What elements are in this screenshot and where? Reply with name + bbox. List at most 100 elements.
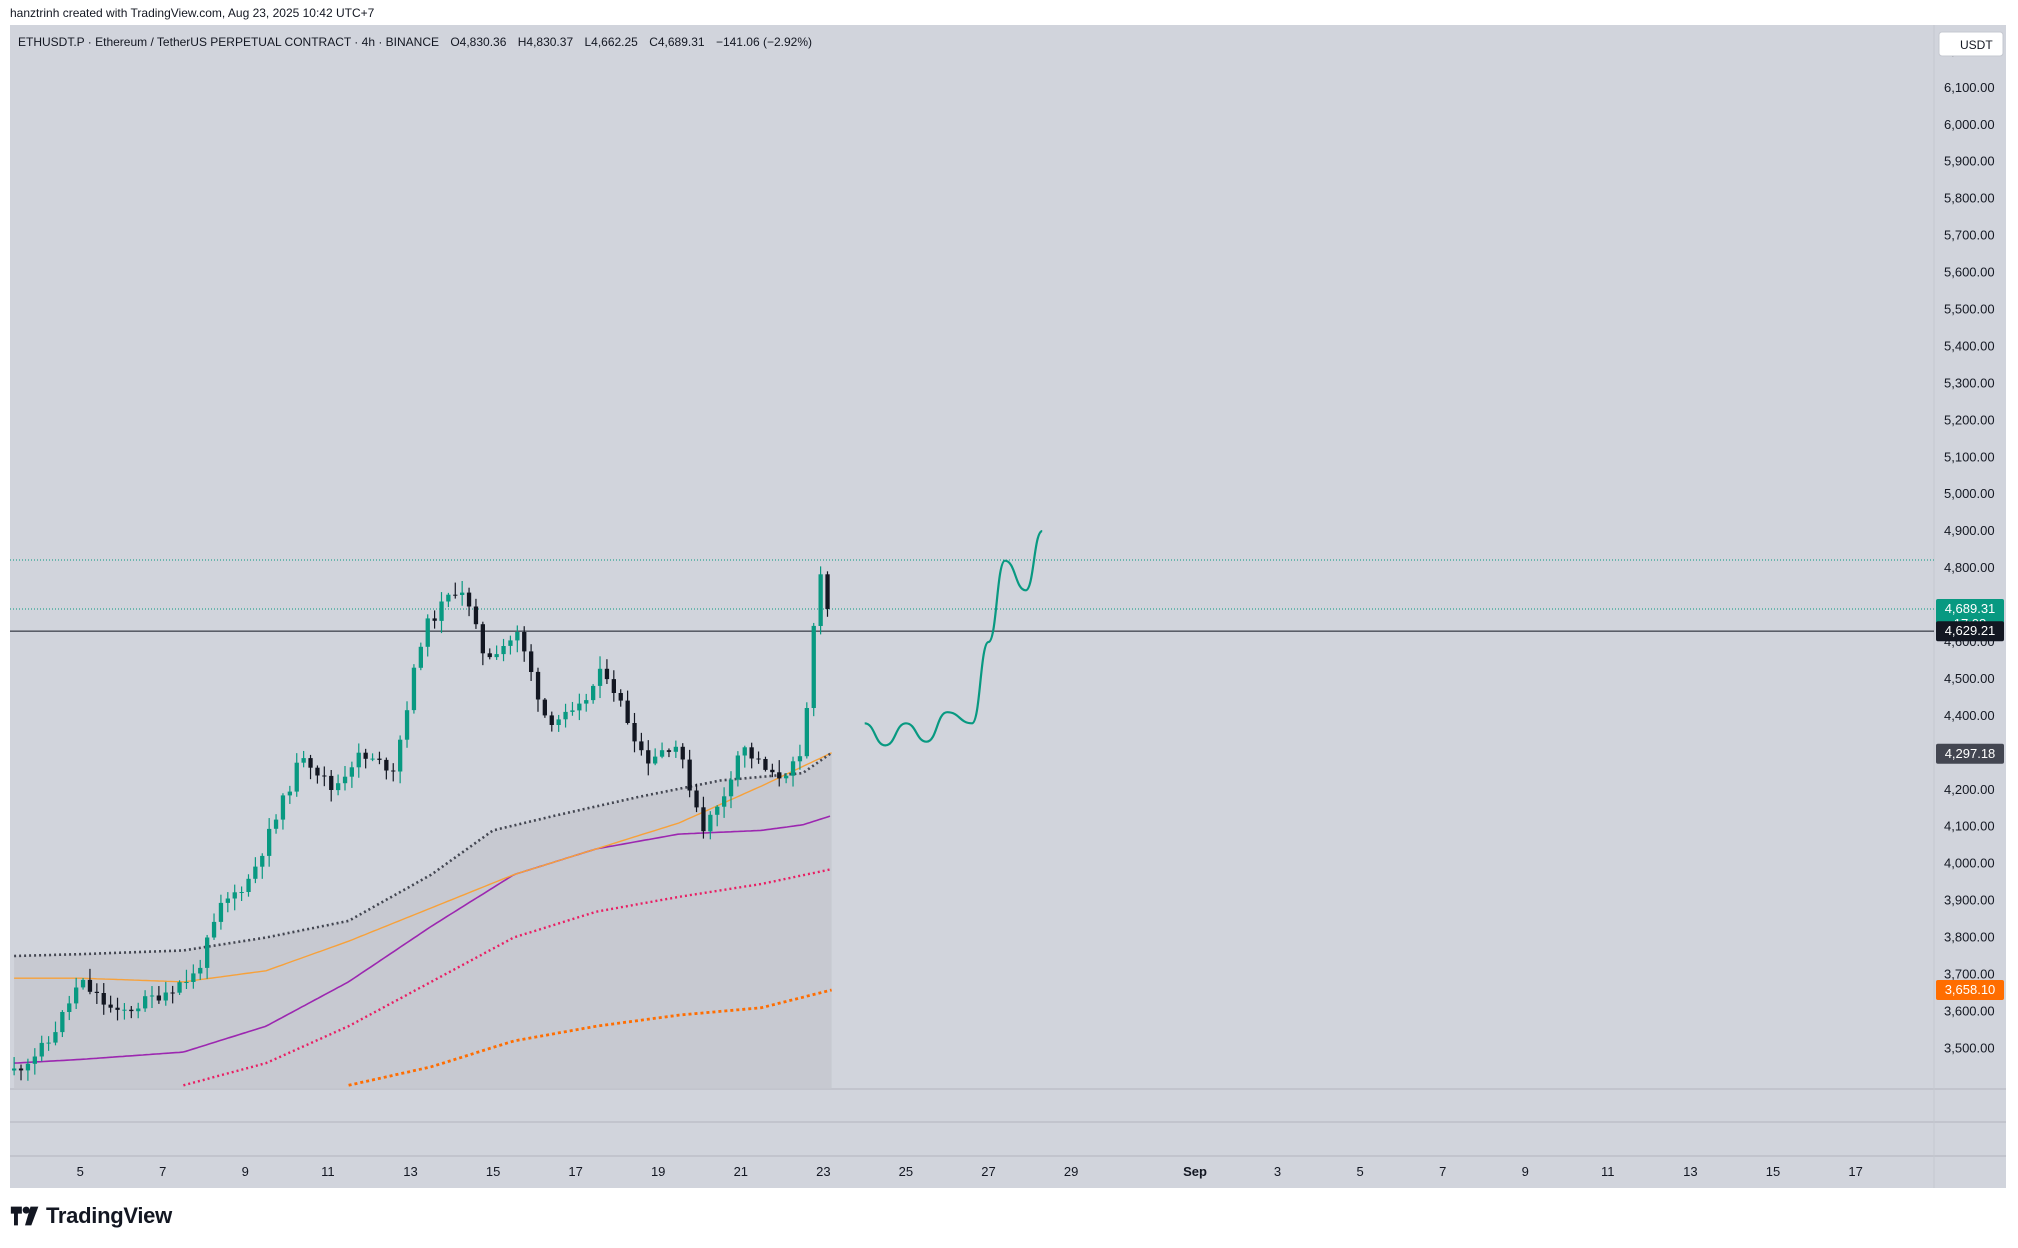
tradingview-wordmark: TradingView [46, 1203, 172, 1228]
candle-body [46, 1042, 51, 1044]
x-tick-label: 17 [1848, 1164, 1862, 1179]
currency-badge[interactable]: USDT [1938, 31, 2004, 57]
candle-body [391, 770, 396, 772]
x-tick-label: 27 [981, 1164, 995, 1179]
legend-low: L4,662.25 [584, 35, 638, 49]
candle [515, 625, 520, 653]
candle [563, 703, 568, 728]
candle [687, 749, 692, 798]
candle-body [136, 1008, 141, 1012]
candle [749, 742, 754, 769]
candle-body [687, 759, 692, 791]
candle-body [67, 1003, 72, 1012]
legend-open: O4,830.36 [450, 35, 506, 49]
candle-body [715, 806, 720, 815]
candle-body [418, 646, 423, 668]
candle [170, 985, 175, 1004]
candle-body [308, 758, 313, 768]
candle [404, 701, 410, 748]
candle-body [211, 921, 217, 938]
candle-body [294, 762, 299, 792]
y-tick-label: 5,200.00 [1944, 412, 1995, 427]
candle-body [728, 779, 734, 797]
crosshair-price-badge-value: 4,629.21 [1945, 623, 1996, 638]
tradingview-logo[interactable]: TradingView [10, 1203, 172, 1229]
candle-body [604, 668, 610, 680]
candle-body [625, 700, 630, 723]
candle-body [322, 775, 327, 777]
candle [529, 644, 534, 681]
candle [790, 756, 796, 787]
candle [508, 635, 513, 655]
candle [522, 626, 527, 662]
candle [549, 711, 554, 732]
candle-body [129, 1009, 134, 1012]
candle [239, 886, 244, 902]
candle-body [87, 979, 93, 992]
x-tick-label: 15 [1766, 1164, 1780, 1179]
candle-body [494, 654, 499, 658]
candle [618, 689, 623, 707]
y-tick-label: 3,500.00 [1944, 1040, 1995, 1055]
x-tick-label: 7 [1439, 1164, 1446, 1179]
candle-body [632, 723, 637, 742]
candle-body [267, 828, 272, 856]
dark-band-badge-value: 4,297.18 [1945, 746, 1996, 761]
candle [632, 712, 637, 753]
candle-body [384, 759, 389, 771]
candle-body [777, 772, 782, 779]
candle [439, 592, 444, 634]
candle-body [790, 761, 796, 776]
candle [232, 884, 237, 911]
y-tick-label: 5,400.00 [1944, 338, 1995, 353]
y-tick-label: 5,100.00 [1944, 449, 1995, 464]
crosshair-price-badge-bg [1936, 621, 2004, 642]
candle [149, 986, 155, 1008]
candle [80, 978, 86, 990]
y-tick-label: 4,400.00 [1944, 708, 1995, 723]
candle [625, 690, 630, 725]
candle [225, 892, 230, 913]
candle [39, 1035, 44, 1062]
candle [770, 763, 775, 778]
y-tick-label: 3,700.00 [1944, 967, 1995, 982]
tradingview-logo-icon [10, 1206, 39, 1226]
candle [322, 766, 327, 787]
candle [308, 754, 313, 780]
candle-body [184, 982, 189, 983]
candle [115, 997, 120, 1021]
y-tick-label: 4,500.00 [1944, 671, 1995, 686]
candle-body [156, 995, 161, 1001]
candle [315, 765, 320, 784]
x-tick-label: 15 [486, 1164, 500, 1179]
candle [60, 1010, 65, 1038]
candle-body [177, 982, 182, 993]
crosshair-price-badge: 4,629.21 [1936, 621, 2004, 642]
candle-body [356, 752, 361, 768]
candle [273, 814, 279, 834]
candle-body [797, 756, 803, 762]
candle [453, 582, 458, 599]
candle-body [205, 937, 210, 968]
candle [329, 769, 334, 802]
candle-body [584, 700, 589, 704]
y-tick-label: 5,500.00 [1944, 302, 1995, 317]
candle [218, 894, 224, 930]
candle-body [94, 991, 99, 993]
band-red-dotted [183, 868, 832, 1087]
candle [287, 785, 292, 804]
candle [556, 714, 561, 732]
candle [611, 670, 616, 702]
candle-body [336, 783, 341, 791]
candle-body [811, 625, 816, 708]
last-price-badge-value: 4,689.31 [1945, 601, 1996, 616]
candle-body [770, 769, 775, 773]
candle [398, 735, 403, 784]
candle-body [377, 758, 382, 760]
candle-body [508, 640, 513, 646]
candle-body [570, 710, 575, 712]
candle-body [673, 746, 678, 752]
candle [12, 1057, 17, 1076]
candle [301, 750, 306, 768]
